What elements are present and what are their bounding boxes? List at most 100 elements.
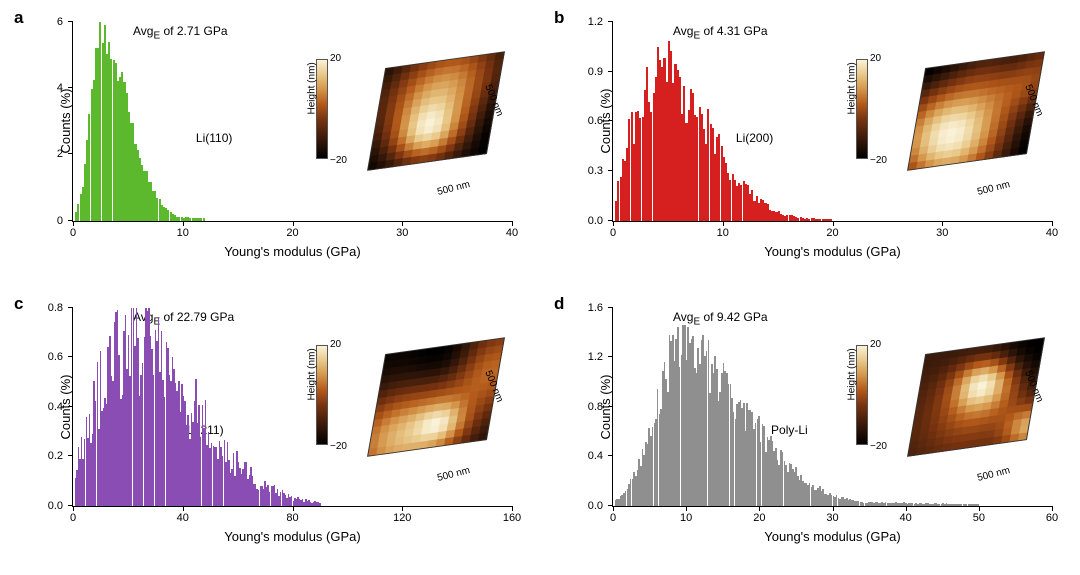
panel-b: bCounts (%)Young's modulus (GPa)AvgE of … xyxy=(560,12,1060,270)
x-tick-mark xyxy=(402,221,403,226)
x-tick-mark xyxy=(613,221,614,226)
x-tick-mark xyxy=(1052,506,1053,511)
x-axis-label: Young's modulus (GPa) xyxy=(224,529,360,544)
afm-inset: 20−20Height (nm)500 nm500 nm xyxy=(316,37,506,192)
y-tick-label: 0.6 xyxy=(588,115,603,127)
y-tick-label: 0.9 xyxy=(588,66,603,78)
x-axis-label: Young's modulus (GPa) xyxy=(764,244,900,259)
panel-letter: a xyxy=(14,8,23,28)
colorbar-axis-label: Height (nm) xyxy=(307,348,318,400)
y-tick-label: 6 xyxy=(57,16,63,28)
x-tick-label: 20 xyxy=(753,512,765,524)
panel-d: dCounts (%)Young's modulus (GPa)AvgE of … xyxy=(560,298,1060,556)
y-tick-label: 0.3 xyxy=(588,165,603,177)
colorbar xyxy=(316,345,328,445)
x-tick-label: 50 xyxy=(973,512,985,524)
x-tick-mark xyxy=(512,221,513,226)
x-tick-mark xyxy=(723,221,724,226)
afm-inset: 20−20Height (nm)500 nm500 nm xyxy=(856,37,1046,192)
x-tick-label: 0 xyxy=(610,227,616,239)
colorbar-top-label: 20 xyxy=(870,339,881,350)
x-tick-label: 30 xyxy=(826,512,838,524)
x-tick-label: 10 xyxy=(680,512,692,524)
x-tick-label: 10 xyxy=(717,227,729,239)
x-tick-label: 40 xyxy=(900,512,912,524)
afm-image xyxy=(906,41,1046,181)
colorbar-axis-label: Height (nm) xyxy=(307,62,318,114)
x-tick-label: 60 xyxy=(1046,512,1058,524)
afm-image xyxy=(906,327,1046,467)
histogram-bar xyxy=(978,504,980,506)
y-tick-label: 1.2 xyxy=(588,351,603,363)
x-tick-label: 30 xyxy=(936,227,948,239)
x-tick-mark xyxy=(512,506,513,511)
colorbar-bottom-label: −20 xyxy=(870,441,887,452)
colorbar xyxy=(856,345,868,445)
y-tick-label: 0 xyxy=(57,215,63,227)
chart-plot-area: Counts (%)Young's modulus (GPa)AvgE of 4… xyxy=(612,22,1052,222)
colorbar-top-label: 20 xyxy=(330,339,341,350)
colorbar-top-label: 20 xyxy=(870,53,881,64)
y-axis-label: Counts (%) xyxy=(58,89,73,154)
x-tick-mark xyxy=(73,506,74,511)
y-tick-label: 0.2 xyxy=(48,450,63,462)
colorbar-top-label: 20 xyxy=(330,53,341,64)
x-tick-label: 80 xyxy=(286,512,298,524)
panel-letter: d xyxy=(554,294,564,314)
x-tick-label: 40 xyxy=(177,512,189,524)
y-tick-label: 4 xyxy=(57,82,63,94)
colorbar-bottom-label: −20 xyxy=(330,155,347,166)
y-tick-label: 0.8 xyxy=(48,302,63,314)
y-tick-label: 0.4 xyxy=(48,401,63,413)
x-tick-label: 40 xyxy=(1046,227,1058,239)
x-tick-mark xyxy=(613,506,614,511)
y-tick-label: 1.2 xyxy=(588,16,603,28)
x-tick-label: 40 xyxy=(506,227,518,239)
histogram-bar xyxy=(319,503,320,506)
x-axis-label: Young's modulus (GPa) xyxy=(224,244,360,259)
colorbar xyxy=(316,59,328,159)
afm-image xyxy=(366,327,506,467)
chart-plot-area: Counts (%)Young's modulus (GPa)AvgE of 2… xyxy=(72,308,512,508)
x-tick-label: 0 xyxy=(70,227,76,239)
y-tick-label: 1.6 xyxy=(588,302,603,314)
panel-letter: b xyxy=(554,8,564,28)
x-tick-mark xyxy=(686,506,687,511)
colorbar-axis-label: Height (nm) xyxy=(847,62,858,114)
y-tick-label: 0.6 xyxy=(48,351,63,363)
histogram-bar xyxy=(203,218,205,220)
afm-image xyxy=(366,41,506,181)
x-tick-mark xyxy=(979,506,980,511)
chart-plot-area: Counts (%)Young's modulus (GPa)AvgE of 2… xyxy=(72,22,512,222)
x-tick-label: 10 xyxy=(177,227,189,239)
panel-c: cCounts (%)Young's modulus (GPa)AvgE of … xyxy=(20,298,520,556)
x-tick-mark xyxy=(73,221,74,226)
y-tick-label: 0.0 xyxy=(588,215,603,227)
x-tick-mark xyxy=(759,506,760,511)
colorbar-bottom-label: −20 xyxy=(870,155,887,166)
x-tick-mark xyxy=(402,506,403,511)
colorbar-axis-label: Height (nm) xyxy=(847,348,858,400)
x-tick-mark xyxy=(1052,221,1053,226)
x-tick-mark xyxy=(942,221,943,226)
x-tick-mark xyxy=(183,221,184,226)
y-tick-label: 2 xyxy=(57,148,63,160)
y-tick-label: 0.4 xyxy=(588,450,603,462)
y-tick-label: 0.8 xyxy=(588,401,603,413)
panel-a: aCounts (%)Young's modulus (GPa)AvgE of … xyxy=(20,12,520,270)
x-tick-mark xyxy=(833,221,834,226)
afm-inset: 20−20Height (nm)500 nm500 nm xyxy=(856,323,1046,478)
panel-letter: c xyxy=(14,294,23,314)
histogram-bar xyxy=(830,219,832,221)
x-tick-label: 120 xyxy=(393,512,411,524)
colorbar xyxy=(856,59,868,159)
y-tick-label: 0.0 xyxy=(588,500,603,512)
x-tick-label: 20 xyxy=(286,227,298,239)
figure-grid: aCounts (%)Young's modulus (GPa)AvgE of … xyxy=(20,12,1060,555)
x-tick-mark xyxy=(906,506,907,511)
x-tick-mark xyxy=(183,506,184,511)
colorbar-bottom-label: −20 xyxy=(330,441,347,452)
x-tick-mark xyxy=(293,506,294,511)
x-axis-label: Young's modulus (GPa) xyxy=(764,529,900,544)
chart-plot-area: Counts (%)Young's modulus (GPa)AvgE of 9… xyxy=(612,308,1052,508)
